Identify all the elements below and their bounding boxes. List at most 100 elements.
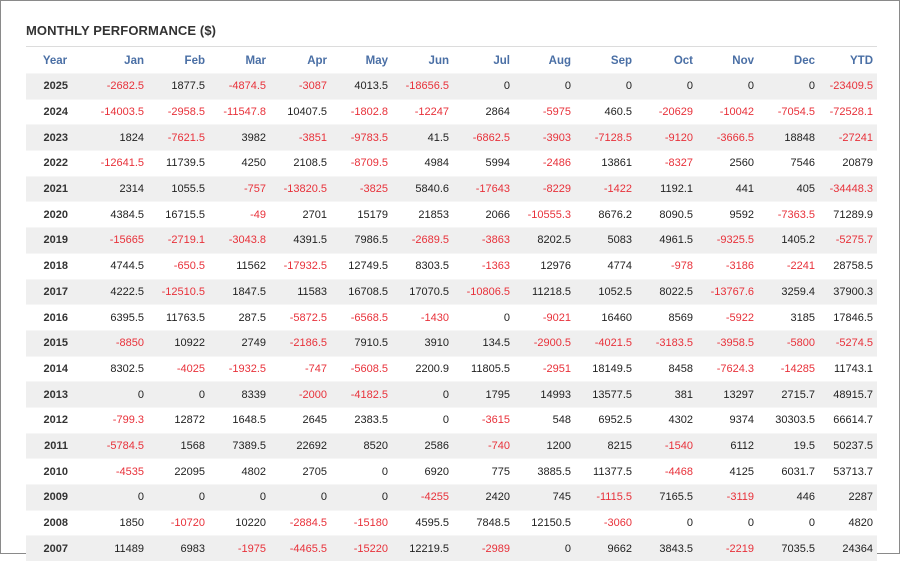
year-cell: 2021 — [26, 176, 84, 202]
month-value-cell: -7624.3 — [697, 356, 758, 382]
month-value-cell: -4874.5 — [209, 74, 270, 100]
month-value-cell: 2200.9 — [392, 356, 453, 382]
month-value-cell: 441 — [697, 176, 758, 202]
monthly-performance-table: Year Jan Feb Mar Apr May Jun Jul Aug Sep… — [26, 49, 877, 561]
month-value-cell: -1422 — [575, 176, 636, 202]
month-value-cell: -11547.8 — [209, 99, 270, 125]
ytd-cell: 24364 — [819, 536, 877, 561]
month-value-cell: -2186.5 — [270, 330, 331, 356]
month-value-cell: -7363.5 — [758, 202, 819, 228]
month-value-cell: -10555.3 — [514, 202, 575, 228]
month-value-cell: -8327 — [636, 151, 697, 177]
month-value-cell: 11218.5 — [514, 279, 575, 305]
month-value-cell: 0 — [758, 510, 819, 536]
month-value-cell: 8202.5 — [514, 228, 575, 254]
column-header-dec: Dec — [758, 49, 819, 74]
month-value-cell: -2241 — [758, 253, 819, 279]
month-value-cell: 8215 — [575, 433, 636, 459]
column-header-aug: Aug — [514, 49, 575, 74]
month-value-cell: -20629 — [636, 99, 697, 125]
month-value-cell: 0 — [209, 485, 270, 511]
month-value-cell: 5994 — [453, 151, 514, 177]
ytd-cell: 2287 — [819, 485, 877, 511]
month-value-cell: -12641.5 — [84, 151, 148, 177]
month-value-cell: 12872 — [148, 407, 209, 433]
month-value-cell: 0 — [697, 74, 758, 100]
month-value-cell: 4774 — [575, 253, 636, 279]
month-value-cell: -4025 — [148, 356, 209, 382]
ytd-cell: 4820 — [819, 510, 877, 536]
month-value-cell: -8229 — [514, 176, 575, 202]
month-value-cell: 0 — [148, 485, 209, 511]
month-value-cell: 4013.5 — [331, 74, 392, 100]
year-cell: 2011 — [26, 433, 84, 459]
ytd-cell: -5275.7 — [819, 228, 877, 254]
month-value-cell: -9325.5 — [697, 228, 758, 254]
ytd-cell: -23409.5 — [819, 74, 877, 100]
month-value-cell: 4802 — [209, 459, 270, 485]
month-value-cell: 6920 — [392, 459, 453, 485]
month-value-cell: 0 — [331, 485, 392, 511]
page-title: MONTHLY PERFORMANCE ($) — [26, 23, 216, 38]
month-value-cell: 41.5 — [392, 125, 453, 151]
month-value-cell: -1802.8 — [331, 99, 392, 125]
month-value-cell: -9783.5 — [331, 125, 392, 151]
month-value-cell: -18656.5 — [392, 74, 453, 100]
month-value-cell: -5872.5 — [270, 305, 331, 331]
month-value-cell: 0 — [84, 485, 148, 511]
month-value-cell: -3615 — [453, 407, 514, 433]
month-value-cell: 134.5 — [453, 330, 514, 356]
month-value-cell: -10806.5 — [453, 279, 514, 305]
month-value-cell: -14003.5 — [84, 99, 148, 125]
month-value-cell: -3958.5 — [697, 330, 758, 356]
year-cell: 2008 — [26, 510, 84, 536]
year-cell: 2020 — [26, 202, 84, 228]
month-value-cell: 8303.5 — [392, 253, 453, 279]
month-value-cell: 9592 — [697, 202, 758, 228]
column-header-jul: Jul — [453, 49, 514, 74]
month-value-cell: 2066 — [453, 202, 514, 228]
column-header-mar: Mar — [209, 49, 270, 74]
month-value-cell: 2586 — [392, 433, 453, 459]
year-cell: 2022 — [26, 151, 84, 177]
month-value-cell: 11562 — [209, 253, 270, 279]
month-value-cell: -5608.5 — [331, 356, 392, 382]
month-value-cell: 2705 — [270, 459, 331, 485]
month-value-cell: -2989 — [453, 536, 514, 561]
month-value-cell: 2715.7 — [758, 382, 819, 408]
month-value-cell: 0 — [636, 510, 697, 536]
month-value-cell: 0 — [758, 74, 819, 100]
month-value-cell: -4182.5 — [331, 382, 392, 408]
month-value-cell: 2383.5 — [331, 407, 392, 433]
month-value-cell: 0 — [392, 407, 453, 433]
column-header-oct: Oct — [636, 49, 697, 74]
month-value-cell: 22692 — [270, 433, 331, 459]
month-value-cell: 287.5 — [209, 305, 270, 331]
month-value-cell: 5083 — [575, 228, 636, 254]
month-value-cell: 8458 — [636, 356, 697, 382]
ytd-cell: -34448.3 — [819, 176, 877, 202]
month-value-cell: 1877.5 — [148, 74, 209, 100]
column-header-may: May — [331, 49, 392, 74]
month-value-cell: -15220 — [331, 536, 392, 561]
month-value-cell: -3903 — [514, 125, 575, 151]
month-value-cell: -2958.5 — [148, 99, 209, 125]
month-value-cell: 11583 — [270, 279, 331, 305]
month-value-cell: -5922 — [697, 305, 758, 331]
month-value-cell: -4468 — [636, 459, 697, 485]
year-cell: 2010 — [26, 459, 84, 485]
month-value-cell: 8676.2 — [575, 202, 636, 228]
month-value-cell: 8302.5 — [84, 356, 148, 382]
month-value-cell: -17643 — [453, 176, 514, 202]
month-value-cell: -3183.5 — [636, 330, 697, 356]
